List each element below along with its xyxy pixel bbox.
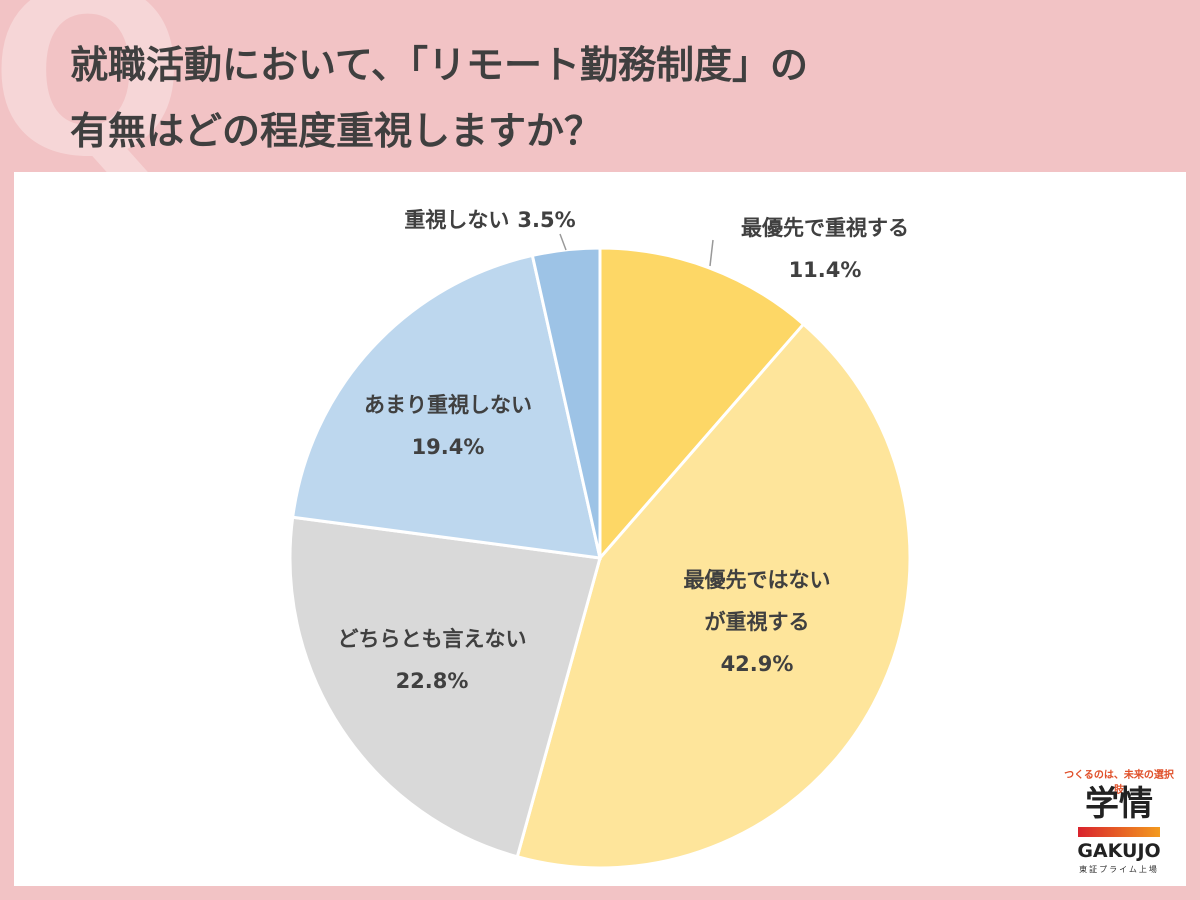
title-line: 有無はどの程度重視しますか？ (70, 109, 603, 153)
value-label: 3.5% (517, 208, 576, 232)
slice-label: あまり重視しない 19.4% (364, 384, 532, 468)
logo-roman: GAKUJO (1077, 840, 1161, 862)
logo-bar (1078, 827, 1160, 837)
logo-tagline: つくるのは、未来の選択肢 (1064, 770, 1174, 796)
leader-line (559, 233, 567, 251)
badge: Q (0, 0, 186, 208)
value-label: 11.4% (788, 258, 862, 282)
pie-slice (598, 246, 806, 563)
value-label: 42.9% (720, 652, 794, 676)
pie-slice (288, 515, 602, 859)
value-label: 22.8% (395, 669, 469, 693)
logo-listing: 東証プライム上場 (1079, 865, 1159, 874)
category-label: どちらとも言えない (337, 627, 527, 651)
category-label: 重視しない (404, 208, 510, 232)
leader-line (709, 239, 714, 267)
value-label: 19.4% (411, 435, 485, 459)
pie-slice (515, 322, 912, 870)
title-line: 就職活動において、「リモート勤務制度」の (70, 43, 808, 87)
category-label: あまり重視しない (364, 393, 532, 417)
slice-label: 最優先ではないが重視する 42.9% (677, 559, 837, 685)
slice-label: 重視しない 3.5% (404, 199, 575, 241)
logo-name: 学情 (1085, 784, 1153, 824)
slice-label: どちらとも言えない 22.8% (338, 618, 527, 702)
category-label: 最優先で重視する (741, 216, 909, 240)
category-label: 最優先ではないが重視する (683, 568, 831, 634)
pie-slice (291, 253, 602, 560)
slice-label: 最優先で重視する 11.4% (741, 207, 909, 291)
